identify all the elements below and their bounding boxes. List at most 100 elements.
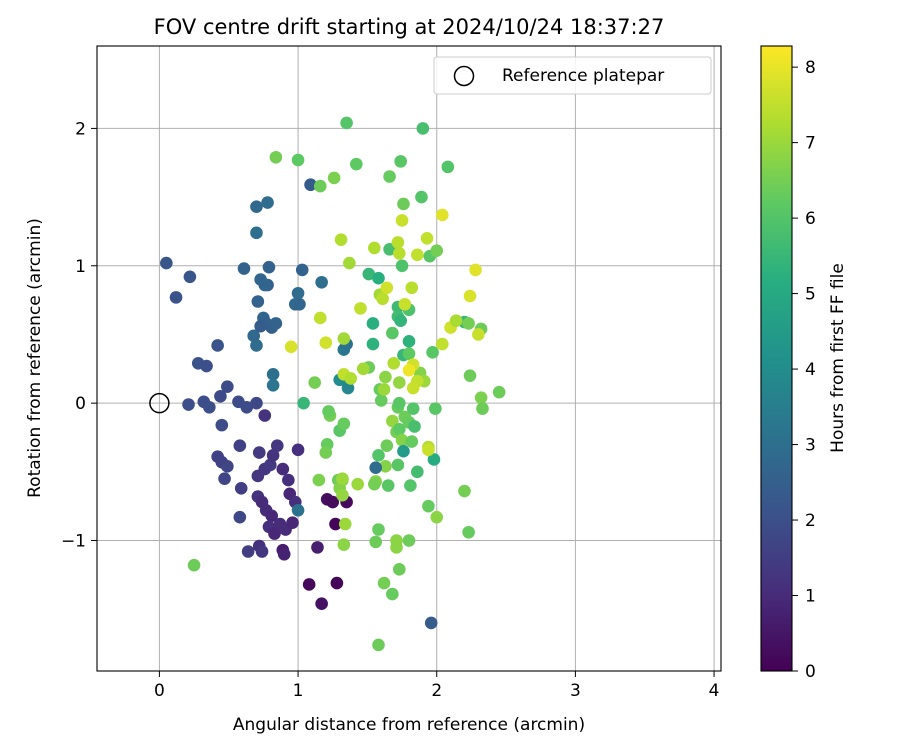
- scatter-point: [319, 336, 333, 350]
- scatter-point: [372, 638, 385, 652]
- scatter-point: [411, 248, 424, 262]
- scatter-point: [392, 396, 406, 410]
- colorbar-tick-label: 7: [805, 134, 816, 154]
- scatter-point: [369, 535, 383, 549]
- legend-marker-reference: [453, 65, 475, 87]
- scatter-point: [252, 446, 266, 459]
- scatter-point: [160, 256, 173, 270]
- scatter-point: [295, 263, 309, 277]
- colorbar-tick-label: 6: [805, 209, 816, 229]
- reference-platepar-marker: [149, 392, 170, 414]
- scatter-point: [372, 271, 385, 285]
- scatter-point: [214, 389, 227, 403]
- scatter-point: [374, 394, 388, 407]
- scatter-point: [250, 226, 263, 240]
- scatter-point: [276, 462, 290, 476]
- colorbar-tick-label: 4: [805, 360, 816, 380]
- scatter-point: [405, 435, 419, 448]
- scatter-point: [354, 302, 367, 315]
- scatter-point: [282, 473, 295, 487]
- x-tick-label: 3: [570, 681, 581, 701]
- scatter-point: [322, 405, 335, 418]
- colorbar-tick-label: 3: [805, 436, 816, 456]
- colorbar-tick-label: 1: [805, 587, 816, 607]
- scatter-point: [426, 346, 439, 359]
- scatter-point: [422, 499, 435, 513]
- colorbar-tick-label: 5: [805, 285, 816, 305]
- colorbar-tick-label: 2: [805, 511, 816, 531]
- scatter-point: [258, 409, 272, 422]
- scatter-point: [387, 357, 401, 370]
- scatter-point: [337, 417, 351, 431]
- chart-title: FOV centre drift starting at 2024/10/24 …: [154, 15, 665, 39]
- colorbar-tick-label: 0: [805, 662, 816, 682]
- scatter-point: [395, 259, 409, 273]
- x-tick-label: 1: [293, 681, 304, 701]
- scatter-point: [250, 396, 263, 410]
- scatter-point: [424, 616, 438, 630]
- scatter-point: [313, 179, 327, 193]
- scatter-point: [340, 116, 353, 130]
- scatter-point: [386, 414, 399, 428]
- scatter-point: [408, 420, 421, 433]
- scatter-point: [308, 376, 322, 389]
- scatter-point: [427, 453, 441, 466]
- scatter-point: [291, 286, 305, 300]
- scatter-point: [449, 314, 463, 328]
- x-axis-label: Angular distance from reference (arcmin): [233, 715, 585, 735]
- axis-ticks: 0 1 2 3 4 −1 0 1 2: [61, 119, 720, 701]
- colorbar-tick-label: 8: [805, 58, 816, 78]
- scatter-point: [402, 534, 416, 547]
- scatter-point: [474, 391, 488, 404]
- scatter-point: [254, 319, 267, 333]
- scatter-point: [233, 439, 247, 453]
- scatter-point: [266, 378, 280, 392]
- scatter-point: [395, 433, 409, 447]
- scatter-point: [429, 402, 442, 415]
- scatter-point: [405, 281, 419, 295]
- scatter-point: [368, 477, 381, 491]
- scatter-point: [391, 236, 405, 249]
- scatter-point: [250, 339, 263, 352]
- axes-frame: [96, 45, 722, 672]
- scatter-point: [326, 495, 340, 509]
- scatter-point: [416, 122, 430, 135]
- scatter-point: [435, 208, 449, 222]
- scatter-point: [430, 510, 444, 524]
- scatter-point: [311, 541, 324, 554]
- scatter-point: [251, 295, 265, 308]
- scatter-point: [372, 523, 385, 536]
- scatter-point: [234, 482, 248, 495]
- scatter-point: [241, 545, 255, 558]
- scatter-point: [422, 443, 435, 457]
- scatter-point: [338, 517, 352, 531]
- scatter-point: [392, 422, 406, 436]
- scatter-point: [386, 587, 399, 601]
- scatter-point: [261, 196, 274, 209]
- scatter-point: [304, 178, 317, 192]
- scatter-point: [377, 383, 391, 396]
- scatter-point: [368, 241, 381, 255]
- scatter-point: [233, 510, 247, 524]
- scatter-point: [183, 270, 197, 284]
- scatter-point: [182, 398, 195, 411]
- scatter-point: [313, 311, 327, 325]
- scatter-point: [420, 232, 434, 245]
- y-tick-label: 0: [75, 394, 86, 414]
- scatter-point: [330, 576, 344, 590]
- scatter-point: [329, 517, 342, 531]
- y-tick-label: 1: [75, 257, 86, 277]
- scatter-point: [366, 317, 380, 330]
- scatter-point: [269, 317, 283, 330]
- scatter-point: [255, 545, 269, 558]
- y-tick-label: −1: [61, 532, 86, 552]
- scatter-point: [218, 472, 231, 485]
- scatter-point: [297, 396, 310, 410]
- scatter-point: [402, 335, 416, 348]
- scatter-point: [351, 477, 364, 491]
- scatter-point: [394, 314, 407, 328]
- scatter-point: [336, 488, 349, 502]
- scatter-point: [268, 527, 281, 540]
- scatter-point: [392, 247, 406, 260]
